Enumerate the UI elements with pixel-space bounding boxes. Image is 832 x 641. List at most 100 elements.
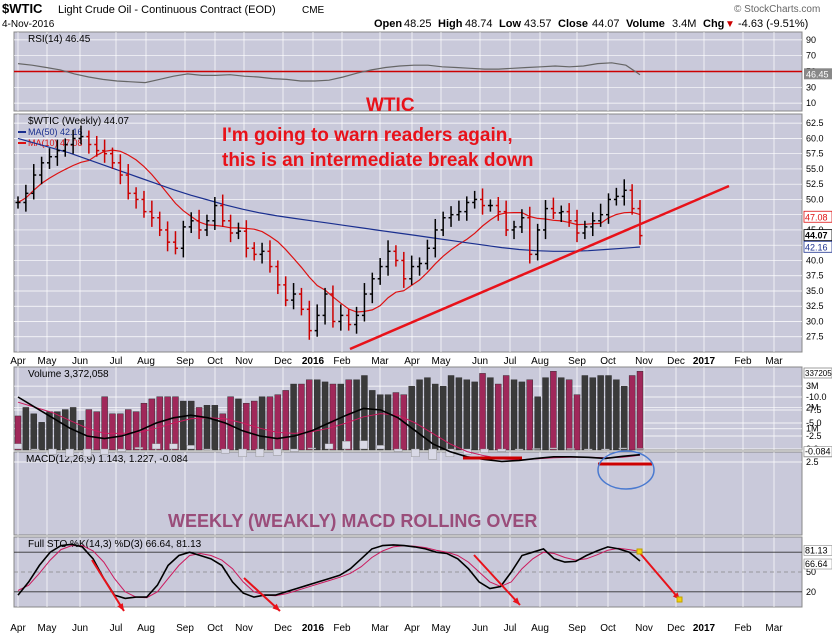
stochastic-ytick: 20 (806, 587, 816, 597)
volume-bar (621, 385, 628, 451)
xtick-top-label: Jul (504, 356, 517, 367)
close-value: 44.07 (592, 18, 620, 30)
yellow-marker (676, 596, 683, 603)
rsi-value-tag (804, 68, 832, 80)
xtick-bottom-label: May (38, 623, 57, 634)
red-arrow-line (243, 577, 281, 612)
volume-value: 3.4M (672, 18, 696, 30)
volume-bar (109, 413, 116, 451)
price-ytick: 40.0 (806, 255, 824, 265)
xtick-top-label: Sep (176, 356, 194, 367)
macd-ytick: -5.0 (806, 418, 822, 428)
macd-line (17, 396, 641, 463)
xtick-top-label: Jun (472, 356, 488, 367)
xtick-bottom-label: Apr (404, 623, 420, 634)
macd-histogram-bar (393, 448, 403, 452)
stochastic-value-label: 66.64 (805, 559, 828, 569)
volume-label-panel: Volume 3,372,058 (28, 369, 109, 380)
instrument-name: Light Crude Oil - Continuous Contract (E… (58, 4, 276, 16)
xtick-top-label: Feb (734, 356, 752, 367)
macd-histogram-bar (48, 448, 57, 455)
volume-bar (392, 392, 400, 451)
volume-bar (266, 396, 274, 451)
price-ytick: 62.5 (806, 118, 824, 128)
macd-histogram-bar (65, 448, 75, 458)
volume-bar (439, 385, 447, 451)
price-ytick: 55.0 (806, 164, 824, 174)
rsi-ytick: 90 (806, 35, 816, 45)
volume-bar (479, 373, 486, 451)
macd-histogram-bar (290, 448, 299, 452)
chg-value: -4.63 (-9.51%) (738, 18, 808, 30)
volume-bar (101, 396, 108, 451)
xtick-top-label: May (38, 356, 57, 367)
xtick-bottom-label: Jul (504, 623, 517, 634)
ma10-legend-name: MA(10) (28, 138, 58, 148)
red-arrow-head (272, 603, 280, 611)
volume-bar (526, 379, 533, 451)
stochastic-ytick: 50 (806, 567, 816, 577)
volume-bar (298, 383, 305, 451)
ma50-line (17, 137, 641, 252)
volume-bar (518, 381, 526, 451)
volume-bar (432, 383, 439, 451)
volume-bar (125, 409, 132, 451)
warning-annotation-line1: I'm going to warn readers again, (222, 125, 513, 146)
price-value-tag (803, 210, 832, 223)
xtick-top-label: Apr (10, 356, 26, 367)
rsi-value-label: 46.45 (806, 69, 829, 79)
price-ytick: 52.5 (806, 179, 824, 189)
macd-histogram-bar (428, 448, 437, 460)
price-ytick: 50.0 (806, 194, 824, 204)
xtick-bottom-label: Feb (734, 623, 752, 634)
volume-bar (164, 396, 171, 451)
volume-bar (227, 396, 234, 451)
xtick-bottom-label: 2016 (302, 623, 325, 634)
volume-bar (306, 379, 313, 451)
volume-ytick: 1M (806, 424, 819, 434)
price-ytick: 32.5 (806, 301, 824, 311)
xtick-bottom-label: Jun (72, 623, 88, 634)
xtick-bottom-label: Jun (472, 623, 488, 634)
stochastic-value-label: 81.13 (805, 545, 828, 555)
macd-histogram-bar (307, 447, 316, 450)
macd-histogram-bar (134, 447, 144, 450)
rsi-ytick: 70 (806, 51, 816, 61)
close-label: Close (558, 18, 588, 30)
macd-histogram-bar (359, 440, 368, 450)
macd-histogram-bar (497, 448, 506, 452)
macd-histogram-bar (169, 443, 178, 450)
high-label: High (438, 18, 463, 30)
macd-ytick: -2.5 (806, 431, 822, 441)
ma10-legend: MA(10) 47.08 (28, 138, 83, 148)
warning-annotation-line2: this is an intermediate break down (222, 150, 533, 171)
volume-bar (542, 377, 549, 451)
xtick-top-label: Nov (235, 356, 253, 367)
rsi-ytick: 10 (806, 98, 816, 108)
date-label: 4-Nov-2016 (2, 19, 55, 30)
price-ytick: 27.5 (806, 332, 824, 342)
macd-ytick: -7.5 (806, 405, 822, 415)
red-arrow-line (638, 551, 681, 601)
volume-bar (180, 400, 187, 451)
price-ytick: 37.5 (806, 271, 824, 281)
rsi-line (17, 62, 641, 84)
macd-ytick: -10.0 (806, 392, 827, 402)
low-value: 43.57 (524, 18, 552, 30)
macd-annotation: WEEKLY (WEAKLY) MACD ROLLING OVER (168, 511, 537, 531)
macd-histogram-bar (376, 445, 386, 450)
volume-bar (54, 411, 61, 451)
price-value-tag (803, 240, 832, 253)
volume-bar (22, 407, 30, 451)
volume-bar (463, 379, 470, 451)
xtick-bottom-label: May (432, 623, 451, 634)
volume-bar (282, 390, 289, 451)
xtick-top-label: Aug (531, 356, 549, 367)
macd-histogram-bar (635, 448, 645, 450)
xtick-bottom-label: Mar (371, 623, 389, 634)
macd-value-label: -0.084 (805, 447, 831, 457)
volume-bar (140, 402, 148, 451)
volume-bar (353, 379, 360, 451)
ma50-legend: MA(50) 42.16 (28, 127, 83, 137)
volume-panel (13, 366, 803, 451)
